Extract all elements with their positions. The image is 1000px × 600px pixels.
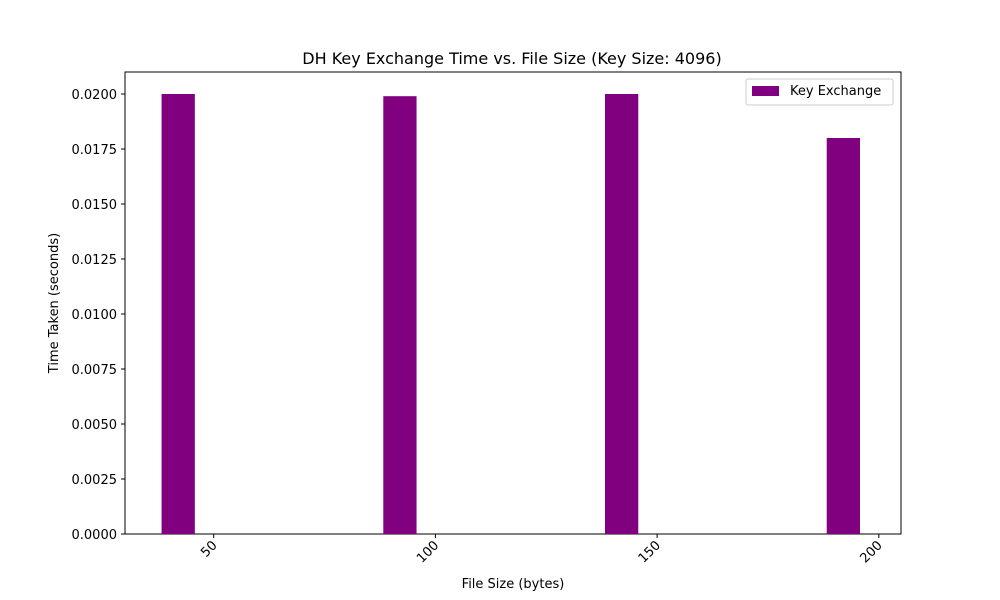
x-tick-label: 150	[636, 538, 664, 566]
legend-box	[745, 78, 894, 106]
legend-swatch-key-exchange	[752, 86, 779, 96]
x-tick-label: 50	[198, 538, 220, 560]
x-axis-label: File Size (bytes)	[462, 577, 565, 592]
x-tick-label: 100	[414, 538, 442, 566]
y-tick-label: 0.0075	[72, 363, 118, 378]
legend-label-key-exchange: Key Exchange	[790, 84, 881, 99]
bar	[605, 94, 639, 534]
bar	[383, 96, 417, 534]
y-tick-label: 0.0025	[72, 473, 118, 488]
y-axis: 0.0000 0.0025 0.0050 0.0075 0.0100 0.0125 0.01…	[72, 88, 125, 543]
y-tick-label: 0.0175	[72, 143, 118, 158]
bars	[161, 94, 860, 534]
legend: Key Exchange	[745, 78, 894, 106]
y-tick-label: 0.0150	[72, 198, 118, 213]
y-tick-label: 0.0125	[72, 253, 118, 268]
y-tick-label: 0.0000	[72, 528, 118, 543]
y-axis-label: Time Taken (seconds)	[47, 233, 62, 374]
y-tick-label: 0.0200	[72, 88, 118, 103]
x-axis: 50 100 150 200	[198, 534, 886, 566]
y-tick-label: 0.0050	[72, 418, 118, 433]
y-tick-label: 0.0100	[72, 308, 118, 323]
plot-area: 0.0000 0.0025 0.0050 0.0075 0.0100 0.0125 0.01…	[72, 71, 902, 566]
x-tick-label: 200	[857, 538, 885, 566]
plot-frame	[124, 71, 902, 535]
chart-title: DH Key Exchange Time vs. File Size (Key …	[302, 49, 721, 68]
bar	[161, 94, 195, 534]
bar	[826, 138, 860, 534]
